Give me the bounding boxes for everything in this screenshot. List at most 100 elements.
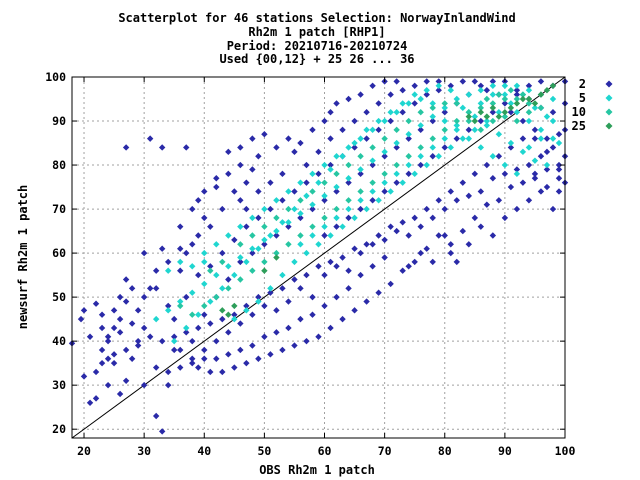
point-5: [399, 100, 406, 107]
point-2: [381, 254, 388, 261]
point-5: [393, 170, 400, 178]
point-10: [273, 214, 280, 222]
point-5: [477, 100, 485, 107]
point-2: [309, 293, 316, 301]
point-2: [405, 232, 412, 239]
point-2: [531, 170, 539, 178]
point-2: [164, 258, 172, 266]
point-10: [273, 249, 280, 257]
point-5: [273, 227, 280, 235]
point-2: [429, 214, 436, 222]
point-10: [249, 232, 256, 239]
point-5: [501, 161, 509, 169]
point-10: [249, 267, 256, 274]
point-2: [321, 302, 328, 310]
point-2: [441, 109, 448, 116]
point-5: [537, 126, 545, 134]
point-5: [381, 117, 388, 125]
point-10: [513, 117, 521, 125]
point-25: [507, 104, 515, 112]
point-10: [489, 117, 497, 125]
point-2: [543, 135, 551, 142]
point-5: [441, 117, 448, 125]
point-5: [489, 82, 497, 90]
point-2: [387, 223, 394, 230]
point-5: [465, 135, 473, 142]
point-5: [489, 153, 497, 160]
point-5: [459, 104, 466, 112]
x-tick-label: 40: [197, 444, 211, 458]
point-2: [399, 109, 406, 116]
point-10: [417, 144, 424, 151]
point-2: [513, 166, 521, 173]
point-2: [183, 144, 190, 151]
point-5: [501, 91, 509, 98]
point-2: [345, 179, 352, 186]
point-2: [213, 183, 220, 191]
point-5: [405, 100, 412, 107]
point-2: [249, 135, 256, 142]
point-2: [255, 355, 262, 362]
point-5: [495, 109, 503, 116]
point-2: [351, 307, 358, 314]
point-5: [183, 324, 190, 332]
point-10: [333, 205, 340, 213]
point-2: [243, 205, 250, 213]
point-2: [357, 249, 364, 257]
x-tick-label: 60: [318, 444, 332, 458]
point-2: [543, 166, 551, 173]
point-2: [465, 192, 473, 200]
point-2: [273, 144, 280, 151]
point-2: [207, 223, 214, 230]
y-tick-label: 70: [52, 202, 66, 216]
point-2: [453, 135, 460, 142]
point-10: [393, 126, 400, 134]
point-2: [231, 188, 238, 195]
point-10: [381, 170, 388, 178]
point-5: [369, 188, 376, 195]
point-5: [441, 135, 448, 142]
point-2: [219, 205, 226, 213]
point-2: [459, 179, 466, 186]
point-5: [279, 219, 286, 226]
point-2: [309, 126, 316, 134]
point-2: [213, 175, 220, 182]
x-tick-label: 20: [77, 444, 91, 458]
point-5: [411, 91, 418, 98]
point-2: [225, 351, 232, 358]
point-10: [357, 188, 364, 195]
point-2: [177, 267, 184, 274]
point-5: [207, 298, 214, 305]
point-2: [555, 175, 563, 182]
point-5: [321, 161, 328, 169]
chart-title: Scatterplot for 46 stations Selection: N…: [118, 11, 515, 66]
point-2: [177, 364, 184, 371]
point-10: [381, 135, 388, 142]
point-10: [483, 95, 491, 103]
point-5: [453, 122, 460, 129]
point-2: [285, 135, 292, 142]
point-2: [104, 381, 112, 389]
point-2: [116, 390, 124, 398]
point-2: [243, 223, 250, 230]
point-5: [345, 144, 352, 151]
point-2: [513, 205, 521, 213]
point-25: [273, 254, 280, 261]
point-5: [513, 82, 521, 90]
point-2: [555, 161, 563, 169]
point-10: [465, 109, 473, 116]
point-2: [110, 351, 118, 358]
x-tick-label: 100: [555, 444, 576, 458]
point-2: [375, 232, 382, 239]
point-2: [513, 87, 521, 94]
point-10: [405, 153, 412, 160]
point-5: [243, 258, 250, 266]
point-5: [465, 91, 473, 98]
point-2: [291, 276, 298, 283]
title-line-4: Used {00,12} + 25 26 ... 36: [219, 52, 414, 66]
point-2: [249, 342, 256, 349]
point-2: [339, 315, 346, 323]
point-2: [525, 82, 533, 90]
diagonal-line: [71, 76, 566, 439]
point-2: [363, 298, 370, 305]
